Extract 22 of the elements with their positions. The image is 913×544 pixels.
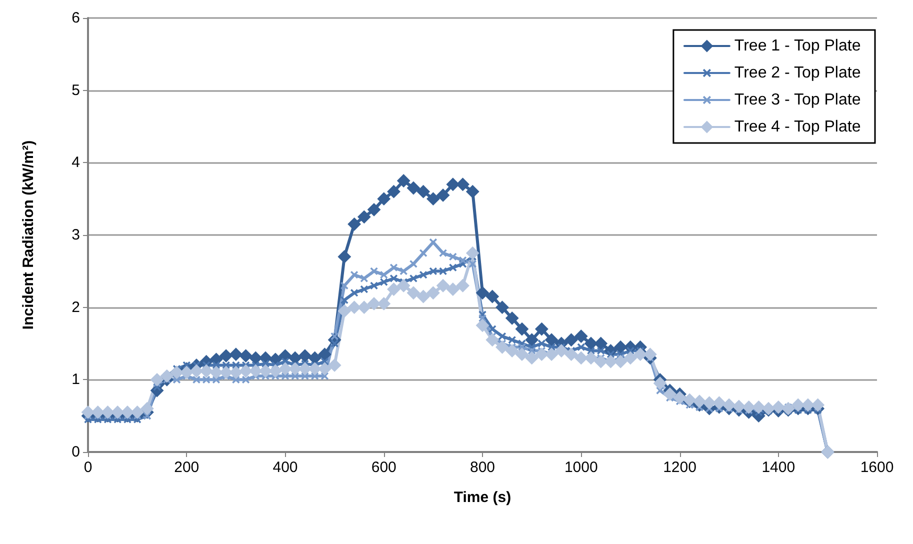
legend-label: Tree 3 - Top Plate (734, 92, 861, 108)
y-tick-label: 1 (72, 371, 80, 388)
x-tick-label: 1600 (860, 459, 894, 476)
y-tick-label: 4 (72, 154, 80, 172)
x-tick-label: 0 (84, 459, 92, 476)
y-tick-label: 6 (72, 10, 80, 26)
y-tick-label: 5 (72, 82, 80, 99)
y-axis-title: Incident Radiation (kW/m²) (20, 140, 37, 330)
x-tick-label: 200 (174, 459, 200, 476)
x-axis-title: Time (s) (454, 489, 512, 506)
y-tick-label: 2 (72, 298, 80, 316)
legend-label: Tree 4 - Top Plate (734, 118, 861, 136)
x-tick-label: 600 (371, 459, 396, 476)
y-tick-label: 3 (72, 226, 80, 244)
x-tick-label: 1400 (762, 459, 796, 476)
y-tick-label: 0 (72, 444, 80, 460)
x-tick-label: 400 (272, 459, 298, 476)
x-tick-label: 1000 (564, 459, 598, 476)
legend-label: Tree 1 - Top Plate (734, 38, 861, 54)
legend-label: Tree 2 - Top Plate (734, 64, 861, 82)
x-tick-label: 800 (470, 459, 496, 476)
x-tick-label: 1200 (663, 459, 696, 476)
